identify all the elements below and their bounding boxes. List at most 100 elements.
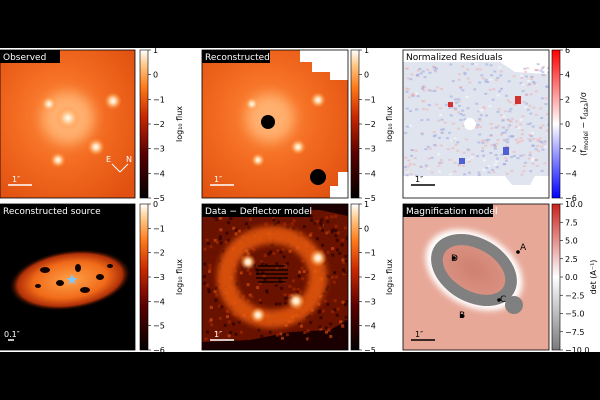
deflector-pixel (227, 238, 231, 242)
residual-pixel (491, 168, 495, 171)
residual-pixel (405, 90, 409, 93)
deflector-pixel (334, 229, 338, 233)
observed-image-b (41, 96, 57, 112)
reconstructed-mask-right (330, 172, 348, 198)
residual-pixel (426, 118, 430, 121)
residual-pixel (494, 154, 498, 157)
residual-pixel (519, 123, 523, 126)
observed-image-c (87, 138, 105, 156)
residual-pixel (415, 174, 419, 177)
residual-pixel (439, 144, 443, 147)
colorbar-tick-label: −3 (364, 145, 376, 154)
source-title: Reconstructed source (3, 207, 101, 217)
residual-pixel (463, 71, 467, 74)
reconstructed-colorbar (350, 49, 360, 199)
residual-pixel (478, 117, 482, 120)
residual-pixel (430, 156, 434, 159)
deflector-pixel (285, 333, 289, 337)
residual-pixel (544, 97, 548, 100)
residual-pixel (489, 122, 493, 125)
residual-pixel (539, 69, 543, 72)
source-title-bg (0, 204, 98, 217)
residual-pixel (523, 67, 527, 70)
residual-pixel (453, 170, 457, 173)
residual-pixel (506, 118, 510, 121)
magnification-colorbar-label: det (A⁻¹) (589, 260, 598, 295)
observed-colorbar-label: log₁₀ flux (175, 106, 184, 142)
deflector-pixel (332, 280, 336, 284)
deflector-pixel (215, 293, 219, 297)
residual-pixel (487, 165, 491, 168)
residual-pixel (427, 157, 431, 160)
deflector-pixel (237, 290, 241, 294)
residual-pixel (507, 80, 511, 83)
deflector-pixel (291, 279, 295, 283)
deflector-pixel (274, 281, 278, 285)
colorbar-tick-label: −2 (153, 249, 165, 258)
residual-pixel (475, 126, 479, 129)
deflector-pixel (306, 270, 310, 274)
deflector-pixel (209, 305, 213, 309)
deflector-pixel (334, 224, 338, 228)
colorbar-tick-label: −2.5 (565, 291, 584, 300)
deflector-image-a (309, 249, 327, 267)
deflector-pixel (205, 238, 209, 242)
colorbar-tick-label: −10.0 (565, 346, 590, 355)
marker-a (516, 250, 520, 254)
residual-pixel (440, 131, 444, 134)
residual-pixel (502, 115, 506, 118)
residual-pixel (485, 141, 489, 144)
residual-pixel (459, 86, 463, 89)
residual-pixel (470, 156, 474, 159)
source-frame (0, 203, 136, 351)
residual-pixel (463, 73, 467, 76)
colorbar-tick-label: −5 (153, 322, 165, 331)
deflector-pixel (204, 337, 208, 341)
residual-pixel (477, 174, 481, 177)
residual-pixel (457, 104, 461, 107)
residual-pixel (525, 102, 529, 105)
residual-feature-c (503, 147, 509, 155)
residual-pixel (520, 76, 524, 79)
residual-pixel (530, 75, 534, 78)
deflector-pixel (335, 248, 339, 252)
residual-pixel (407, 159, 411, 162)
deflector-pixel (261, 271, 265, 275)
deflector-pixel (224, 240, 228, 244)
reconstructed-title: Reconstructed (205, 53, 270, 63)
residual-pixel (481, 108, 485, 111)
residual-pixel (505, 172, 509, 175)
colorbar-tick-label: −7.5 (565, 328, 584, 337)
residual-pixel (468, 81, 472, 84)
source-colorbar (139, 203, 149, 351)
residual-pixel (435, 67, 439, 70)
residual-pixel (424, 164, 428, 167)
residual-pixel (430, 171, 434, 174)
observed-compass: E N (106, 155, 132, 173)
deflector-pixel (285, 226, 289, 230)
reconstructed-image-c (290, 139, 306, 155)
residual-pixel (520, 139, 524, 142)
deflector-pixel (309, 231, 313, 235)
residual-pixel (482, 159, 486, 162)
residual-pixel (509, 107, 513, 110)
residual-pixel (462, 114, 466, 117)
residual-pixel (454, 107, 458, 110)
colorbar-tick-label: 0 (153, 71, 158, 80)
deflector-pixel (223, 323, 227, 327)
residual-pixel (499, 87, 503, 90)
magnification-colorbar-ticks: 10.0 7.5 5.0 2.5 0.0 −2.5 −5.0 −7.5 −10.0 (560, 200, 590, 355)
residual-pixel (543, 140, 547, 143)
deflector-pixel (292, 219, 296, 223)
residual-pixel (493, 70, 497, 73)
residual-pixel (415, 108, 419, 111)
residual-pixel (466, 148, 470, 151)
residual-pixel (510, 169, 514, 172)
residual-pixel (513, 103, 517, 106)
residual-pixel (405, 174, 409, 177)
residual-pixel (480, 149, 484, 152)
observed-title-bg (0, 50, 60, 63)
marker-c-label: C (500, 295, 506, 305)
residual-pixel (547, 71, 549, 74)
deflector-pixel (246, 252, 250, 256)
